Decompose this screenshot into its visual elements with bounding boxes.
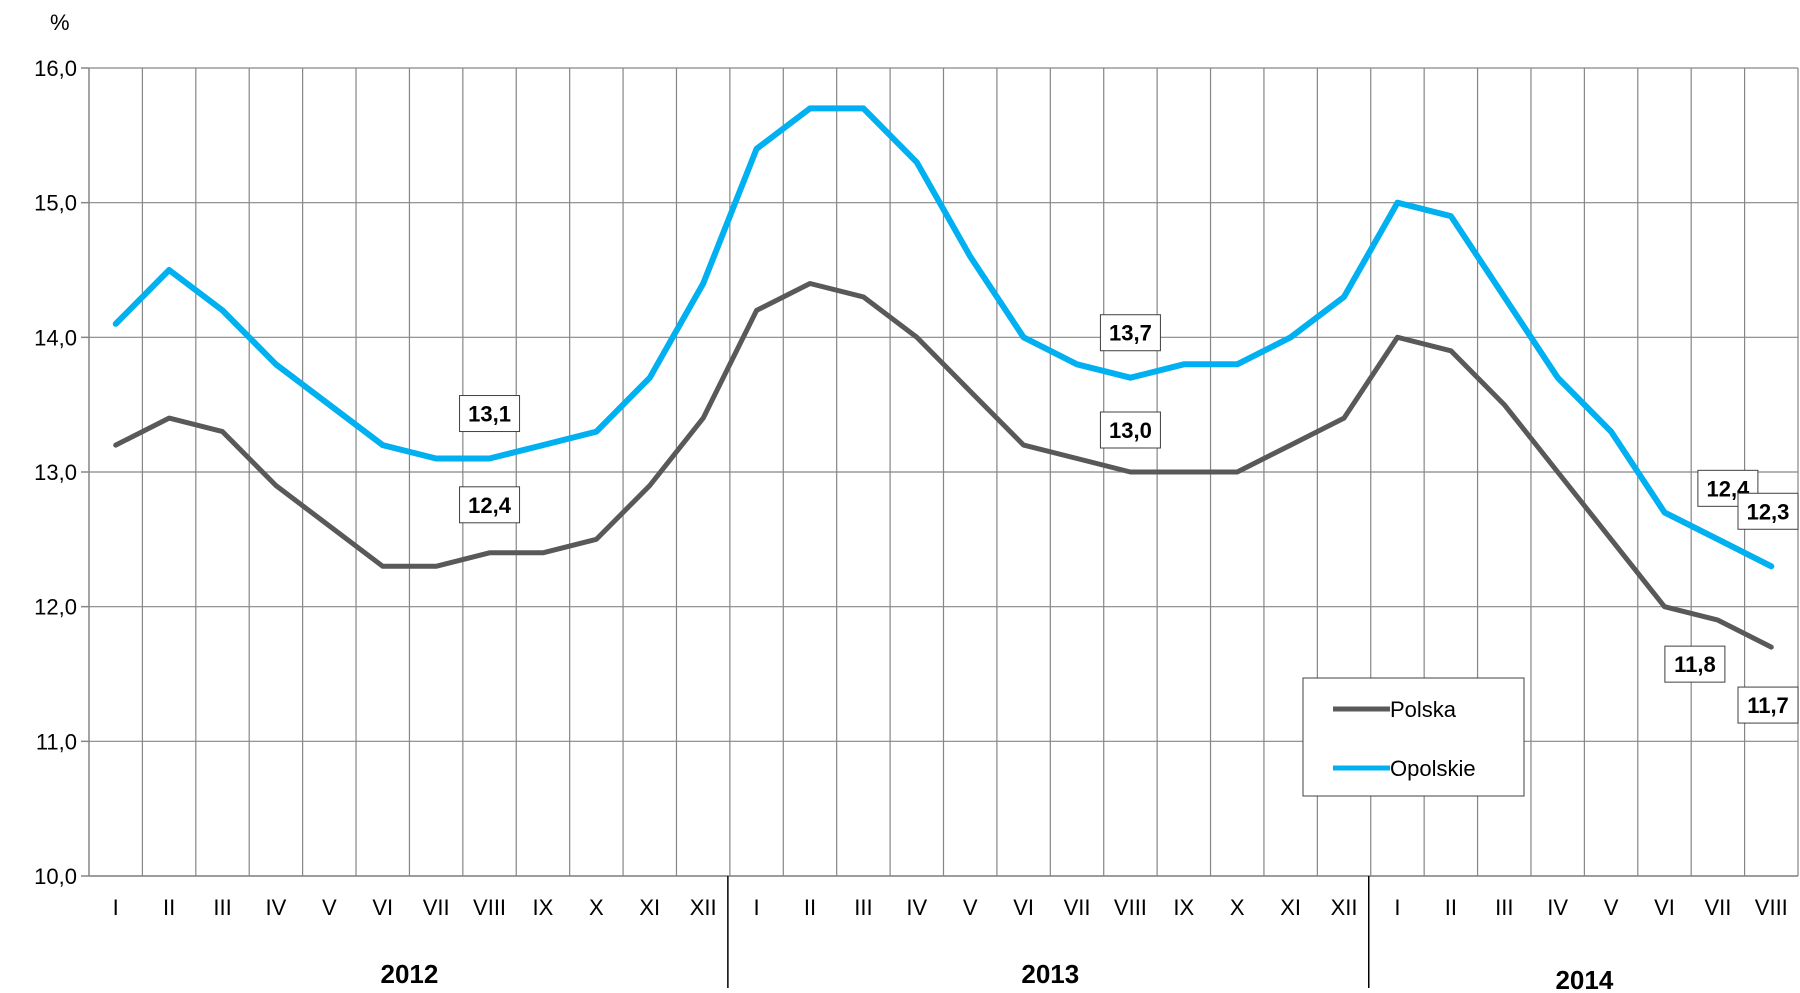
data-label: 13,7 [1109,321,1152,346]
x-tick-label: I [1394,895,1400,920]
axes [81,67,1798,877]
x-tick-label: X [589,895,604,920]
x-tick-label: VIII [1755,895,1788,920]
y-tick-label: 15,0 [34,191,77,216]
x-tick-label: I [754,895,760,920]
data-label-box [1099,411,1161,449]
data-label: 13,1 [468,402,511,427]
data-labels: 13,112,413,713,012,412,311,811,7 [459,314,1799,724]
data-label: 12,4 [468,493,512,518]
x-tick-label: VIII [1114,895,1147,920]
data-label: 12,3 [1747,499,1790,524]
x-tick-label: VII [423,895,450,920]
x-tick-label: X [1230,895,1245,920]
data-label-box [1737,686,1799,724]
series-line-opolskie [112,105,1775,570]
y-axis-unit-label: % [50,10,70,35]
x-tick-label: IX [1173,895,1194,920]
x-tick-label: I [113,895,119,920]
year-labels: 2012 2013 2014 [381,876,1614,993]
x-tick-label: III [213,895,231,920]
x-tick-label: II [163,895,175,920]
x-tick-label: IV [906,895,927,920]
x-tick-label: V [1604,895,1619,920]
x-tick-label: V [963,895,978,920]
year-label: 2013 [1021,959,1079,989]
y-tick-label: 12,0 [34,595,77,620]
x-tick-label: VII [1704,895,1731,920]
legend-label-polska: Polska [1390,697,1457,722]
year-label: 2014 [1555,965,1613,993]
x-tick-label: IV [1547,895,1568,920]
legend-box [1302,677,1525,797]
x-tick-label: II [1445,895,1457,920]
x-tick-label: XII [690,895,717,920]
x-tick-label: VI [372,895,393,920]
data-label: 13,0 [1109,418,1152,443]
series-lines [112,105,1775,650]
x-tick-label: VII [1064,895,1091,920]
y-tick-label: 14,0 [34,325,77,350]
y-axis-ticks: 10,0 11,0 12,0 13,0 14,0 15,0 16,0 [34,56,77,889]
y-tick-label: 11,0 [36,729,77,754]
legend-label-opolskie: Opolskie [1390,756,1476,781]
data-label-box [1664,645,1726,683]
year-label: 2012 [381,959,439,989]
x-tick-label: II [804,895,816,920]
x-tick-label: IV [266,895,287,920]
data-label-box [1099,314,1161,352]
data-label-box [459,486,521,524]
series-line-polska [113,281,1774,650]
x-tick-label: VIII [473,895,506,920]
x-tick-label: IX [533,895,554,920]
x-tick-label: III [1495,895,1513,920]
data-label: 11,7 [1747,693,1789,718]
legend: Polska Opolskie [1302,677,1525,797]
x-tick-label: XII [1331,895,1358,920]
x-tick-label: XI [1280,895,1301,920]
y-tick-label: 16,0 [34,56,77,81]
x-tick-label: V [322,895,337,920]
x-axis-ticks: I II III IV V VI VII VIII IX X XI XII I II III IV V VI VII… [113,895,1788,920]
x-tick-label: VI [1654,895,1675,920]
y-tick-label: 13,0 [34,460,77,485]
x-tick-label: XI [639,895,660,920]
x-tick-label: VI [1013,895,1034,920]
y-tick-label: 10,0 [34,864,77,889]
data-label-box [459,395,521,433]
data-label: 11,8 [1674,652,1716,677]
data-label-box [1737,492,1799,530]
grid-lines [89,67,1799,877]
x-tick-label: III [854,895,872,920]
